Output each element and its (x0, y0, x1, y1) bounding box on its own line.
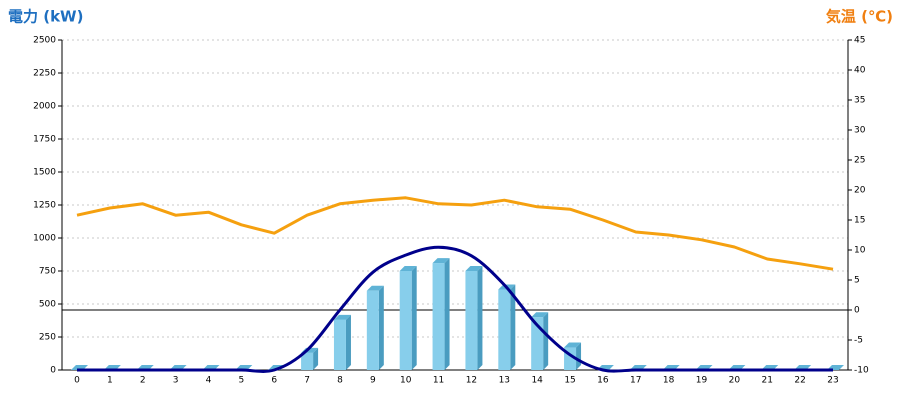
x-tick-label: 23 (827, 376, 838, 386)
x-tick-label: 9 (370, 376, 376, 386)
bar-front (432, 263, 445, 370)
bar (333, 314, 351, 370)
x-tick-label: 4 (206, 376, 212, 386)
bar-side (576, 342, 582, 370)
y-axis-title: 電力 (kW) (8, 8, 83, 26)
y2-tick-label: 35 (854, 96, 865, 106)
x-tick-label: 12 (466, 376, 477, 386)
bar-side (345, 314, 351, 370)
y2-tick-label: 45 (854, 36, 865, 46)
bar-side (378, 285, 384, 370)
bar-top (465, 266, 483, 271)
bar-top (564, 342, 582, 348)
bar-front (399, 271, 412, 370)
x-tick-label: 22 (794, 376, 805, 386)
x-tick-label: 18 (663, 376, 675, 386)
y2-tick-label: 40 (854, 66, 866, 76)
x-tick-label: 1 (107, 376, 113, 386)
bar-side (313, 347, 319, 370)
y-tick-label: 2000 (33, 102, 56, 112)
x-tick-label: 10 (400, 376, 412, 386)
y-tick-label: 2250 (33, 69, 56, 79)
bar-front (366, 290, 379, 370)
y-tick-label: 250 (39, 333, 56, 343)
x-tick-label: 11 (433, 376, 444, 386)
x-tick-label: 15 (564, 376, 575, 386)
bar-side (477, 266, 483, 370)
x-tick-label: 14 (531, 376, 543, 386)
bar-side (444, 258, 450, 370)
y2-tick-label: 5 (854, 276, 860, 286)
y2-tick-label: 10 (854, 246, 866, 256)
bar (366, 285, 384, 370)
x-tick-label: 19 (696, 376, 708, 386)
bar-side (510, 284, 516, 370)
y-tick-label: 1750 (33, 135, 56, 145)
y-tick-label: 0 (50, 366, 56, 376)
bar-top (333, 314, 351, 320)
y-tick-label: 500 (39, 300, 56, 310)
y-tick-label: 750 (39, 267, 56, 277)
y2-tick-label: -5 (854, 336, 863, 346)
y-tick-label: 2500 (33, 36, 56, 46)
x-tick-label: 17 (630, 376, 641, 386)
x-tick-label: 0 (74, 376, 80, 386)
y-tick-label: 1000 (33, 234, 56, 244)
bar-top (366, 285, 384, 291)
x-tick-label: 20 (729, 376, 741, 386)
y2-tick-label: 30 (854, 126, 866, 136)
bar (432, 258, 450, 370)
bar (498, 284, 516, 370)
x-tick-label: 7 (304, 376, 310, 386)
line (76, 196, 834, 271)
bar (301, 347, 319, 370)
bar-side (411, 266, 417, 370)
x-tick-label: 13 (499, 376, 510, 386)
y2-tick-label: -10 (854, 366, 869, 376)
bar-front (301, 352, 314, 370)
bar-top (531, 312, 549, 318)
y2-tick-label: 20 (854, 186, 866, 196)
y2-tick-label: 15 (854, 216, 865, 226)
y2-tick-label: 25 (854, 156, 865, 166)
y-tick-label: 1500 (33, 168, 56, 178)
x-tick-label: 6 (271, 376, 277, 386)
x-tick-label: 8 (337, 376, 343, 386)
y2-axis-title: 気温 (℃) (826, 8, 893, 26)
y-tick-label: 1250 (33, 201, 56, 211)
x-tick-label: 3 (173, 376, 179, 386)
bar-front (465, 271, 478, 370)
bar (399, 266, 417, 370)
bar-top (432, 258, 450, 264)
x-tick-label: 2 (140, 376, 146, 386)
y2-tick-label: 0 (854, 306, 860, 316)
bar (465, 266, 483, 370)
x-tick-label: 5 (238, 376, 244, 386)
bar-side (543, 312, 549, 370)
bar-front (498, 289, 511, 370)
x-tick-label: 16 (597, 376, 609, 386)
bar-front (333, 319, 346, 370)
x-tick-label: 21 (762, 376, 773, 386)
bar-top (399, 266, 417, 271)
line (76, 245, 833, 373)
